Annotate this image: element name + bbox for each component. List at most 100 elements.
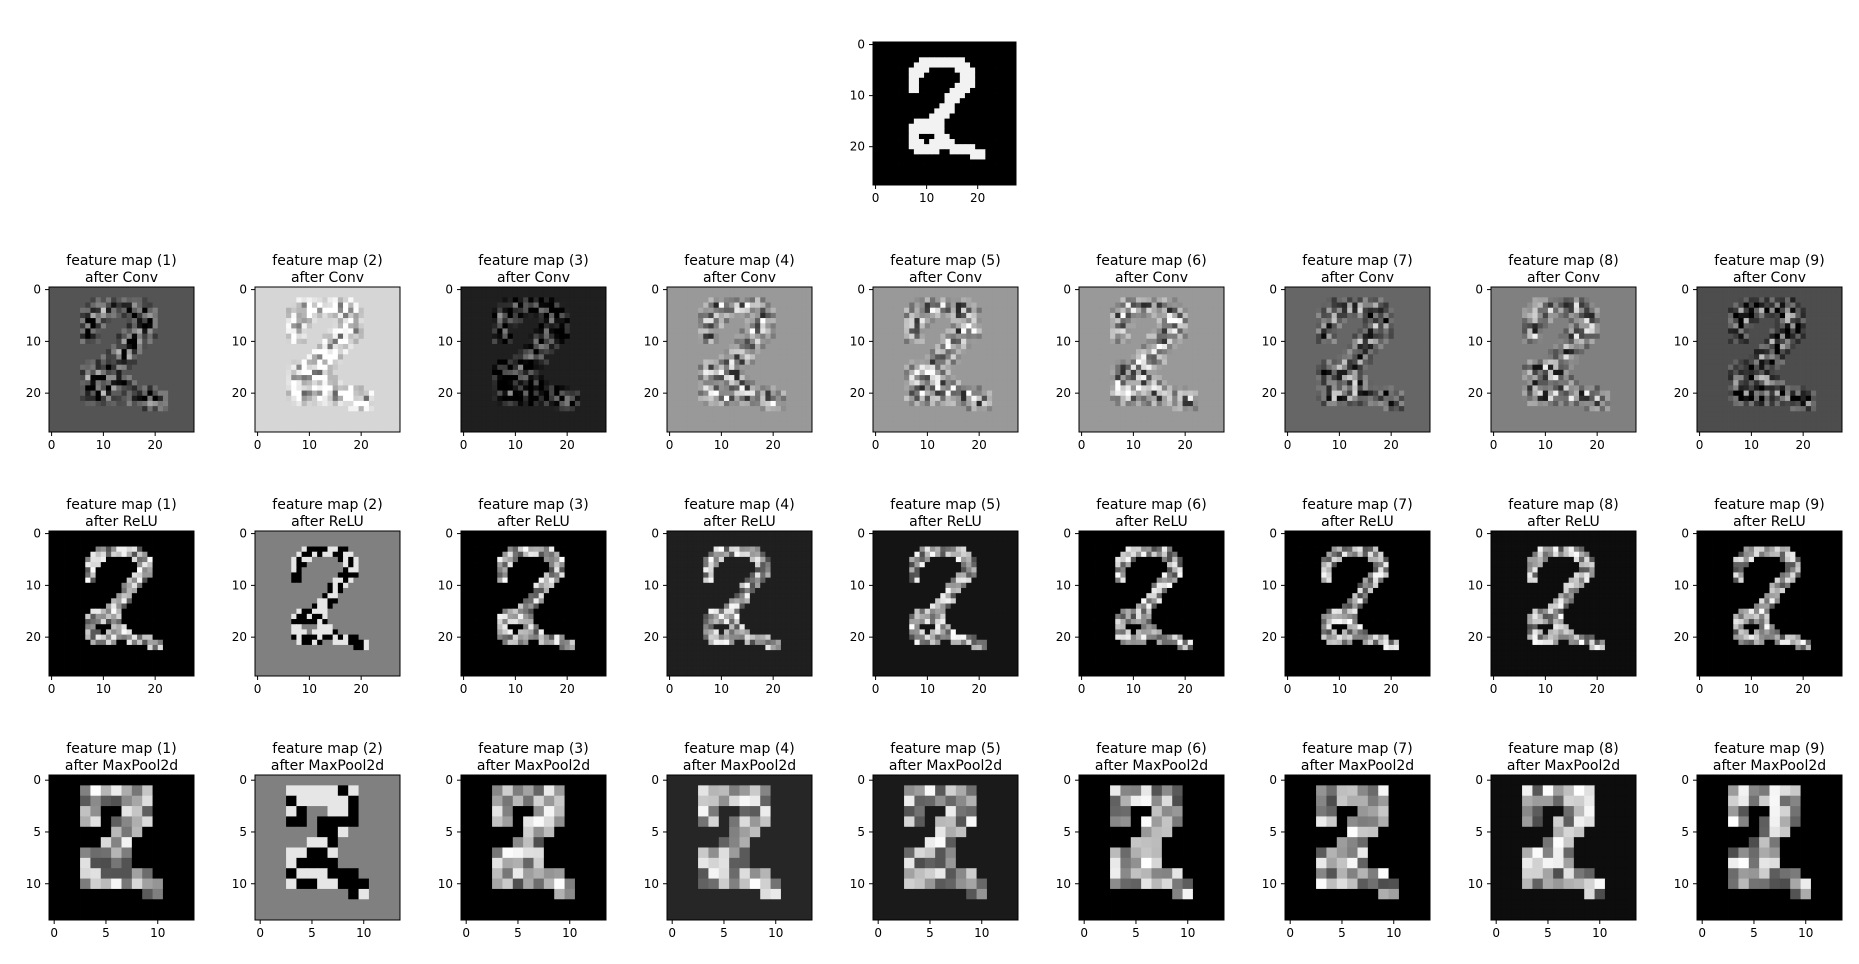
heatmap-cell	[1007, 323, 1014, 329]
heatmap-cell	[332, 380, 339, 386]
heatmap-cell	[913, 169, 920, 176]
heatmap-cell	[317, 302, 323, 309]
heatmap-cell	[358, 328, 365, 335]
heatmap-cell	[760, 287, 766, 293]
heatmap-cell	[873, 390, 879, 397]
heatmap-cell	[90, 364, 97, 371]
heatmap-cell	[162, 416, 169, 423]
heatmap-cell	[54, 312, 60, 319]
heatmap-cell	[105, 380, 112, 386]
heatmap-cell	[760, 297, 766, 303]
heatmap-cell	[893, 113, 899, 120]
heatmap-cell	[971, 375, 977, 381]
heatmap-cell	[461, 421, 467, 428]
heatmap-cell	[945, 318, 952, 324]
heatmap-cell	[590, 302, 597, 309]
heatmap-cell	[296, 343, 303, 350]
heatmap-cell	[796, 323, 803, 329]
heatmap-cell	[74, 302, 81, 309]
heatmap-cell	[964, 144, 971, 150]
heatmap-cell	[692, 343, 699, 350]
heatmap-cell	[893, 159, 899, 165]
y-tick-label: 10	[850, 334, 865, 348]
heatmap-cell	[280, 307, 287, 314]
heatmap-cell	[554, 302, 560, 309]
heatmap-cell	[1002, 338, 1009, 345]
heatmap-cell	[183, 380, 190, 386]
heatmap-cell	[687, 390, 694, 397]
heatmap-cell	[255, 297, 261, 303]
heatmap-cell	[755, 380, 761, 386]
heatmap-cell	[368, 297, 375, 303]
heatmap-cell	[873, 287, 879, 293]
heatmap-cell	[744, 364, 751, 371]
heatmap-cell	[590, 400, 597, 407]
heatmap-cell	[286, 411, 292, 417]
heatmap-cell	[934, 139, 940, 145]
heatmap-cell	[255, 364, 261, 371]
heatmap-cell	[713, 354, 720, 360]
heatmap-cell	[64, 400, 71, 407]
heatmap-cell	[523, 318, 529, 324]
heatmap-cell	[929, 338, 936, 345]
heatmap-cell	[1192, 307, 1199, 314]
heatmap-cell	[944, 149, 951, 155]
heatmap-cell	[913, 47, 920, 53]
heatmap-cell	[883, 292, 889, 298]
heatmap-cell	[981, 406, 988, 412]
heatmap-cell	[80, 307, 86, 314]
heatmap-cell	[950, 302, 957, 309]
y-tick-label: 0	[33, 283, 41, 297]
heatmap-cell	[523, 307, 529, 314]
heatmap-cell	[667, 380, 673, 386]
heatmap-cell	[893, 364, 900, 371]
heatmap-cell	[796, 312, 803, 319]
heatmap-cell	[873, 426, 879, 433]
heatmap-cell	[677, 380, 683, 386]
heatmap-cell	[765, 354, 771, 360]
heatmap-cell	[945, 416, 952, 423]
heatmap-cell	[1002, 343, 1009, 350]
heatmap-cell	[898, 42, 905, 48]
heatmap-cell	[934, 144, 940, 150]
heatmap-cell	[384, 395, 391, 402]
heatmap-cell	[585, 297, 591, 303]
heatmap-cell	[188, 318, 195, 324]
heatmap-cell	[59, 426, 65, 433]
heatmap-cell	[1010, 42, 1017, 48]
heatmap-cell	[878, 297, 884, 303]
heatmap-cell	[883, 297, 889, 303]
heatmap-cell	[913, 103, 920, 109]
heatmap-cell	[873, 349, 879, 355]
heatmap-cell	[780, 369, 787, 376]
heatmap-cell	[672, 385, 678, 391]
heatmap-cell	[332, 338, 339, 345]
heatmap-cell	[908, 108, 915, 114]
y-tick-label: 0	[239, 283, 247, 297]
heatmap-cell	[280, 338, 287, 345]
heatmap-cell	[332, 323, 339, 329]
heatmap-cell	[157, 426, 164, 433]
heatmap-cell	[486, 349, 493, 355]
heatmap-cell	[100, 302, 107, 309]
heatmap-cell	[168, 369, 174, 376]
heatmap-cell	[121, 323, 128, 329]
heatmap-cell	[1156, 302, 1163, 309]
heatmap-cell	[105, 395, 112, 402]
heatmap-cell	[343, 312, 349, 319]
heatmap-cell	[940, 390, 946, 397]
heatmap-cell	[970, 52, 976, 58]
heatmap-cell	[116, 421, 122, 428]
heatmap-cell	[585, 390, 591, 397]
heatmap-cell	[157, 375, 164, 381]
heatmap-cell	[512, 400, 519, 407]
heatmap-cell	[512, 287, 519, 293]
heatmap-cell	[137, 390, 143, 397]
heatmap-cell	[574, 369, 581, 376]
heatmap-cell	[964, 42, 971, 48]
heatmap-cell	[992, 287, 998, 293]
heatmap-cell	[940, 333, 946, 340]
heatmap-cell	[178, 411, 185, 417]
heatmap-cell	[944, 144, 951, 150]
